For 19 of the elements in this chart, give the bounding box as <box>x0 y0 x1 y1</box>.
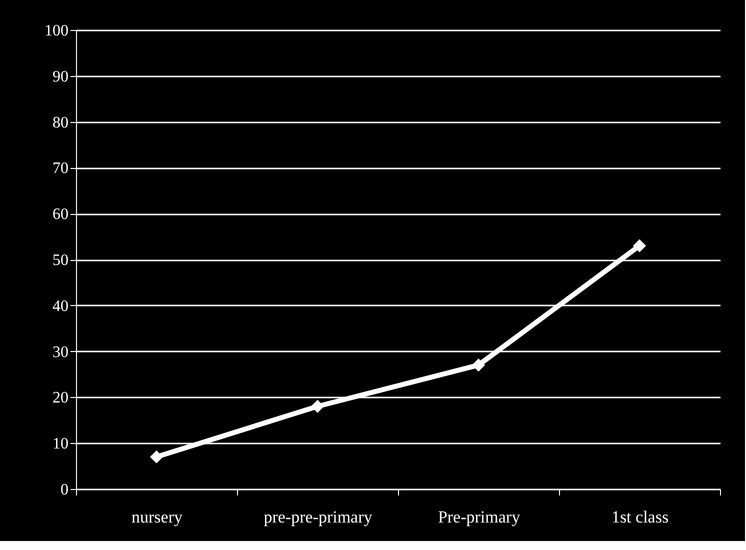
y-tick-label: 20 <box>52 390 68 407</box>
y-tick-label: 80 <box>52 114 68 132</box>
y-tick-label: 60 <box>52 206 68 224</box>
x-tick-label: Pre-primary <box>438 508 521 526</box>
y-tick-label: 10 <box>52 436 68 453</box>
y-tick-label: 40 <box>52 298 68 315</box>
y-tick-label: 90 <box>52 68 68 86</box>
y-tick-label: 50 <box>52 252 68 269</box>
x-tick-label: 1st class <box>611 508 669 526</box>
point <box>150 450 164 464</box>
x-tick-label: pre-pre-primary <box>264 508 373 526</box>
y-tick-label: 0 <box>60 482 68 498</box>
point <box>310 400 324 413</box>
y-tick-label: 30 <box>52 344 68 361</box>
x-tick-label: nursery <box>132 508 183 526</box>
point <box>632 239 646 252</box>
point <box>472 358 486 372</box>
y-tick-label: 70 <box>52 160 68 178</box>
y-tick-label: 100 <box>44 22 68 40</box>
